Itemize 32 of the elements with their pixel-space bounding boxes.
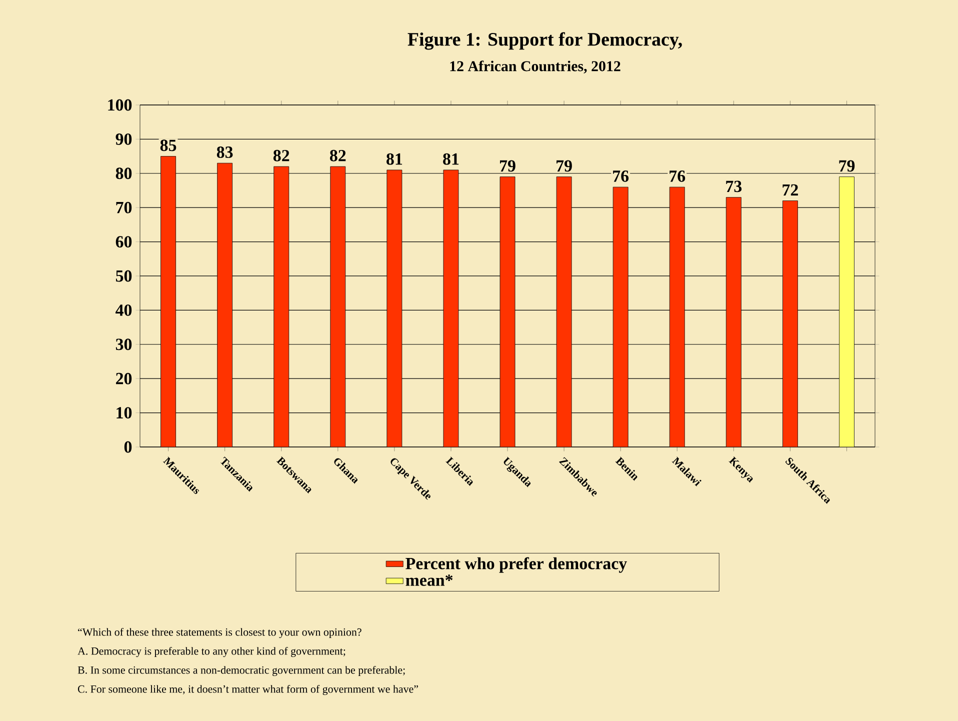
data-label: 81 [386, 153, 402, 165]
data-label: 82 [273, 150, 290, 162]
data-label: 76 [670, 170, 686, 182]
y-tick-label: 80 [116, 168, 132, 180]
text: “Which of these three statements is closest to your own opinion? [78, 628, 362, 638]
y-tick-label: 10 [116, 407, 132, 419]
chart-subtitle: 12 African Countries, 2012 [450, 60, 620, 74]
data-label: 76 [613, 170, 629, 182]
y-tick-label: 90 [116, 133, 132, 145]
y-tick-label: 60 [116, 236, 132, 248]
data-label: 82 [330, 150, 346, 162]
data-label: 72 [782, 184, 798, 196]
chart-title: Figure 1: Support for Democracy, [408, 32, 682, 50]
y-tick-label: 50 [116, 270, 132, 282]
text: A. Democracy is preferable to any other kind of government; [78, 646, 346, 658]
data-label: 85 [160, 140, 176, 152]
legend-label: mean* [406, 574, 453, 586]
text: C. For someone like me, it doesn’t matter what form of government we have” [78, 684, 418, 696]
data-label: 83 [216, 146, 233, 158]
data-label: 79 [839, 160, 855, 172]
y-tick-label: 40 [116, 304, 132, 316]
y-tick-label: 100 [108, 99, 132, 111]
data-label: 79 [556, 160, 572, 172]
legend-label: Percent who prefer democracy [406, 557, 627, 573]
text: B. In some circumstances a non-democratic government can be preferable; [78, 666, 405, 676]
y-tick-label: 0 [124, 441, 132, 453]
y-tick-label: 30 [116, 338, 132, 350]
y-tick-label: 70 [116, 202, 132, 214]
data-label: 79 [500, 160, 516, 172]
data-label: 81 [443, 153, 459, 165]
y-tick-label: 20 [116, 372, 132, 384]
data-label: 73 [726, 180, 742, 192]
